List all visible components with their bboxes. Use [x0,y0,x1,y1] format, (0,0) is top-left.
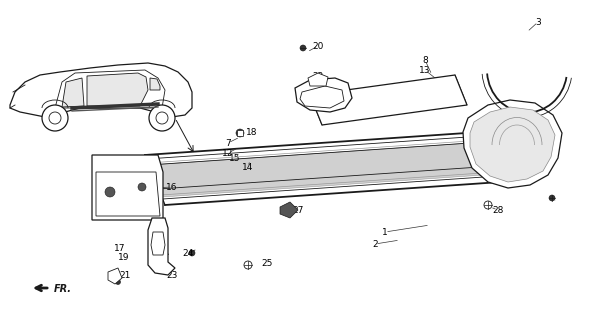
Text: 22: 22 [313,71,323,81]
Polygon shape [10,63,192,118]
Circle shape [467,158,472,163]
Text: 13: 13 [419,66,431,75]
Circle shape [247,173,253,178]
Circle shape [149,105,175,131]
Polygon shape [150,78,160,90]
Polygon shape [87,73,148,106]
Text: 19: 19 [118,253,130,262]
Circle shape [116,279,121,284]
Circle shape [427,161,433,166]
Text: 2: 2 [372,239,378,249]
Text: 4: 4 [319,95,325,105]
Circle shape [208,176,212,181]
Polygon shape [96,172,160,216]
Polygon shape [280,202,298,218]
Circle shape [138,183,146,191]
Text: 3: 3 [535,18,541,27]
Text: 17: 17 [114,244,126,252]
Text: 10: 10 [354,95,366,105]
Circle shape [300,45,306,51]
Circle shape [49,112,61,124]
Text: 18: 18 [246,127,258,137]
Polygon shape [148,218,175,275]
Polygon shape [237,130,243,136]
Text: 27: 27 [292,205,304,214]
Text: FR.: FR. [54,284,72,294]
Circle shape [105,187,115,197]
Text: 16: 16 [166,182,178,191]
Text: 1: 1 [382,228,388,236]
Circle shape [292,170,298,175]
Text: 5: 5 [546,124,552,132]
Circle shape [337,167,343,172]
Text: 20: 20 [313,42,323,51]
Text: 15: 15 [229,154,241,163]
Circle shape [162,251,168,257]
Circle shape [369,101,377,109]
Text: 7: 7 [225,139,231,148]
Circle shape [42,105,68,131]
Text: 8: 8 [422,55,428,65]
Circle shape [189,250,195,256]
Polygon shape [149,140,527,197]
Polygon shape [295,78,352,112]
Text: 14: 14 [242,163,254,172]
Polygon shape [463,100,562,188]
Text: 12: 12 [223,148,233,157]
Text: 26: 26 [382,102,394,111]
Circle shape [549,195,555,201]
Text: 21: 21 [119,271,131,281]
Circle shape [244,261,252,269]
Polygon shape [62,78,84,107]
Text: 9: 9 [362,110,368,119]
Text: 6: 6 [102,164,108,172]
Circle shape [466,129,474,137]
Polygon shape [151,232,165,255]
Circle shape [311,78,315,82]
Circle shape [156,112,168,124]
Polygon shape [308,73,328,86]
Polygon shape [300,86,344,108]
Circle shape [385,93,391,99]
Text: 25: 25 [262,259,272,268]
Polygon shape [92,155,163,220]
Text: 11: 11 [99,173,111,182]
Circle shape [236,129,244,137]
Polygon shape [108,268,122,284]
Circle shape [383,164,388,169]
Text: 23: 23 [166,271,178,281]
Circle shape [484,201,492,209]
Polygon shape [310,75,467,125]
Polygon shape [55,70,165,108]
Text: 24: 24 [182,249,194,258]
Polygon shape [470,107,555,182]
Text: 28: 28 [493,205,503,214]
